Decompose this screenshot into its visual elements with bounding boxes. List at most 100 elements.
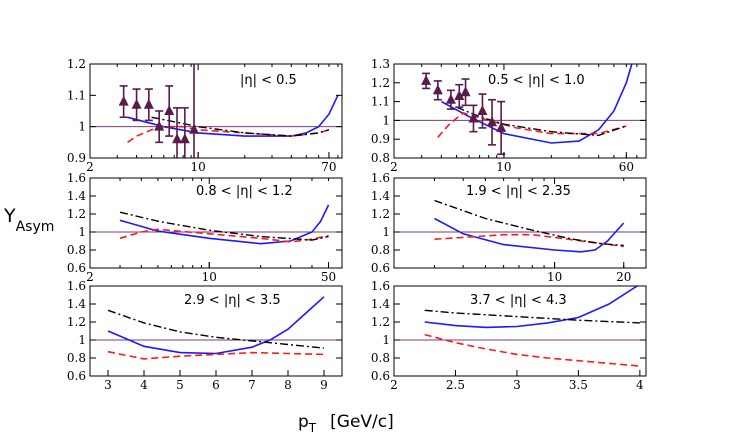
x-tick-label: 50 bbox=[321, 270, 336, 284]
x-tick-label: 2.5 bbox=[446, 378, 465, 392]
series-black-line bbox=[151, 116, 330, 137]
x-tick-label: 5 bbox=[176, 378, 184, 392]
y-tick-label: 0.6 bbox=[67, 261, 86, 275]
x-tick-label: 2 bbox=[86, 270, 94, 284]
data-point-marker bbox=[477, 105, 488, 115]
x-axis-label-sub: T bbox=[308, 421, 317, 435]
data-point bbox=[172, 107, 183, 158]
y-tick-label: 1.1 bbox=[371, 95, 390, 109]
panel-title: 0.8 < |η| < 1.2 bbox=[196, 184, 293, 199]
data-point-marker bbox=[460, 86, 471, 97]
y-tick-label: 1.2 bbox=[371, 207, 390, 221]
x-axis-label-unit: [GeV/c] bbox=[330, 412, 394, 432]
series-black-line bbox=[424, 309, 640, 324]
chart-panel-3: 2 10 50 0.6 0.8 1 1.2 1.4 1.6 0.8 < |η| < 1.2 bbox=[67, 171, 343, 284]
data-point bbox=[454, 83, 465, 109]
data-point bbox=[432, 80, 443, 101]
data-point-marker bbox=[172, 133, 183, 144]
y-tick-label: 0.8 bbox=[67, 243, 86, 257]
data-point-marker bbox=[131, 98, 142, 109]
x-tick-label: 4 bbox=[636, 378, 644, 392]
data-point-marker bbox=[468, 112, 479, 123]
chart-panel-4: 10 20 0.6 0.8 1 1.2 1.4 1.6 1.9 < |η| < 2.35 bbox=[371, 171, 647, 284]
chart-panel-1: 2 10 70 0.9 1 1.1 1.2 |η| < 0.5 bbox=[67, 57, 343, 174]
x-tick-label: 70 bbox=[321, 160, 336, 174]
series-red-line bbox=[437, 112, 627, 138]
x-tick-label: 2 bbox=[390, 160, 398, 174]
data-point-marker bbox=[432, 84, 443, 95]
data-point bbox=[131, 88, 142, 122]
panel-title: 2.9 < |η| < 3.5 bbox=[184, 293, 281, 308]
data-point bbox=[460, 78, 471, 107]
series-blue-line bbox=[434, 217, 625, 253]
data-point bbox=[445, 89, 456, 110]
data-point bbox=[477, 93, 488, 129]
y-tick-label: 1 bbox=[382, 113, 390, 127]
x-axis-label-main: p bbox=[298, 412, 309, 432]
y-tick-label: 1 bbox=[382, 333, 390, 347]
data-point bbox=[496, 100, 507, 156]
series-red-line bbox=[434, 233, 624, 248]
y-tick-label: 1.1 bbox=[67, 88, 86, 102]
y-tick-label: 1.4 bbox=[67, 297, 86, 311]
x-tick-label: 4 bbox=[140, 378, 148, 392]
series-red-line bbox=[119, 228, 329, 243]
x-tick-label: 3 bbox=[104, 378, 112, 392]
data-point bbox=[189, 64, 200, 158]
plot-frame bbox=[393, 285, 647, 377]
x-tick-label: 2 bbox=[390, 378, 398, 392]
x-tick-label: 2 bbox=[86, 160, 94, 174]
plot-frame bbox=[89, 177, 343, 269]
y-tick-label: 0.6 bbox=[371, 261, 390, 275]
data-point bbox=[468, 104, 479, 133]
panel-title: 1.9 < |η| < 2.35 bbox=[466, 184, 571, 199]
y-tick-label: 1 bbox=[78, 225, 86, 239]
series-red-line bbox=[127, 125, 330, 143]
series-black-line bbox=[119, 211, 329, 241]
y-tick-label: 1.6 bbox=[371, 171, 390, 185]
data-point bbox=[154, 110, 165, 144]
y-tick-label: 0.8 bbox=[371, 151, 390, 165]
x-tick-label: 20 bbox=[616, 270, 631, 284]
y-axis-label: YAsym bbox=[3, 205, 54, 235]
y-tick-label: 1.2 bbox=[67, 57, 86, 71]
data-point-marker bbox=[487, 116, 498, 127]
x-tick-label: 10 bbox=[547, 270, 562, 284]
x-tick-label: 8 bbox=[284, 378, 292, 392]
data-point bbox=[487, 98, 498, 146]
y-tick-label: 1.4 bbox=[371, 189, 390, 203]
series-black-line bbox=[456, 106, 627, 137]
y-tick-label: 0.8 bbox=[371, 351, 390, 365]
data-point-marker bbox=[154, 120, 165, 131]
panel-title: 3.7 < |η| < 4.3 bbox=[470, 293, 567, 308]
y-axis-label-main: Y bbox=[3, 205, 16, 227]
series-black-line bbox=[107, 309, 325, 349]
data-point bbox=[118, 85, 129, 119]
y-tick-label: 1.4 bbox=[371, 297, 390, 311]
data-point bbox=[143, 88, 154, 122]
panel-title: |η| < 0.5 bbox=[240, 73, 297, 88]
y-tick-label: 1.6 bbox=[67, 171, 86, 185]
y-axis-label-sub: Asym bbox=[16, 219, 55, 235]
series-red-line bbox=[107, 350, 325, 360]
y-tick-label: 0.9 bbox=[67, 151, 86, 165]
data-point bbox=[421, 72, 432, 90]
x-tick-label: 10 bbox=[496, 160, 511, 174]
y-tick-label: 1 bbox=[382, 225, 390, 239]
x-tick-label: 10 bbox=[202, 270, 217, 284]
x-tick-label: 60 bbox=[619, 160, 634, 174]
x-axis-label: pT [GeV/c] bbox=[298, 412, 394, 435]
y-tick-label: 0.6 bbox=[371, 369, 390, 383]
y-tick-label: 0.8 bbox=[67, 351, 86, 365]
series-black-line bbox=[434, 199, 624, 247]
data-point-marker bbox=[189, 123, 200, 134]
x-tick-label: 7 bbox=[248, 378, 256, 392]
data-point-marker bbox=[143, 98, 154, 109]
data-point bbox=[164, 85, 175, 137]
x-tick-label: 10 bbox=[191, 160, 206, 174]
data-point-marker bbox=[118, 95, 129, 106]
x-tick-label: 3.5 bbox=[569, 378, 588, 392]
chart-panel-2: 2 10 60 0.8 0.9 1 1.1 1.2 1.3 0.5 < |η| < 1.0 bbox=[371, 57, 647, 174]
series-blue-line bbox=[119, 204, 330, 245]
